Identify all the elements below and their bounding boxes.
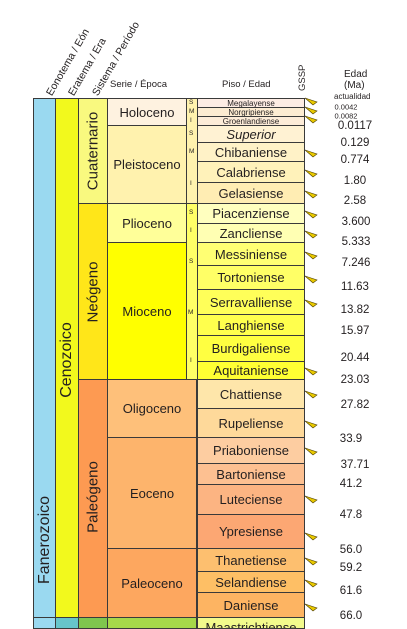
age-label: 37.71 bbox=[340, 459, 370, 471]
mesozoic-eon-cell bbox=[33, 617, 56, 629]
age-label: 13.82 bbox=[340, 304, 370, 316]
age-label: 61.6 bbox=[339, 585, 363, 597]
age-label: 59.2 bbox=[339, 562, 363, 574]
age-label: 20.44 bbox=[340, 352, 370, 364]
series-pleistocene: Pleistoceno bbox=[107, 125, 187, 204]
header-age-unit: (Ma) bbox=[344, 80, 365, 91]
stage-piacenziense: Piacenziense bbox=[197, 203, 305, 224]
header-gssp: GSSP bbox=[297, 64, 308, 91]
header-series: Serie / Época bbox=[110, 79, 168, 90]
age-label: 47.8 bbox=[339, 509, 363, 521]
series-eocene: Eoceno bbox=[107, 437, 197, 549]
age-label: 66.0 bbox=[339, 610, 363, 622]
mark-mio-m: M bbox=[188, 309, 194, 316]
cretaceous-system-cell bbox=[78, 617, 108, 629]
stage-bartoniense: Bartoniense bbox=[197, 463, 305, 485]
age-label: 11.63 bbox=[341, 281, 369, 293]
age-label: 0.0082 bbox=[334, 111, 358, 121]
series-pliocene: Plioceno bbox=[107, 203, 187, 243]
stage-superior: Superior bbox=[197, 125, 305, 143]
stage-langhiense: Langhiense bbox=[197, 314, 305, 336]
stage-ypresiense: Ypresiense bbox=[197, 514, 305, 549]
stage-priaboniense: Priaboniense bbox=[197, 437, 305, 464]
age-label: 41.2 bbox=[339, 478, 363, 490]
stage-daniense: Daniense bbox=[197, 592, 305, 618]
stage-zancliense: Zancliense bbox=[197, 223, 305, 243]
stage-luteciense: Luteciense bbox=[197, 484, 305, 515]
age-label: 0.0117 bbox=[337, 120, 373, 132]
mark-holocene-s: S bbox=[189, 99, 194, 106]
series-holocene: Holoceno bbox=[107, 98, 187, 126]
system-neogene-label: Neógeno bbox=[84, 261, 102, 323]
age-label: 1.80 bbox=[343, 175, 367, 187]
header-age-present: actualidad bbox=[334, 92, 371, 101]
age-label: 33.9 bbox=[339, 433, 363, 445]
age-label: 7.246 bbox=[341, 257, 371, 269]
mark-mio-s: S bbox=[189, 258, 194, 265]
mark-holocene-m: M bbox=[189, 108, 195, 115]
eon-label: Fanerozoico bbox=[36, 495, 53, 585]
stage-messiniense: Messiniense bbox=[197, 242, 305, 266]
era-label: Cenozoico bbox=[58, 322, 75, 398]
mesozoic-era-cell bbox=[55, 617, 79, 629]
stage-gelasiense: Gelasiense bbox=[197, 182, 305, 204]
series-oligocene: Oligoceno bbox=[107, 379, 197, 438]
age-label: 2.58 bbox=[343, 195, 367, 207]
mark-pleist-s: S bbox=[189, 130, 194, 137]
stage-aquitaniense: Aquitaniense bbox=[197, 361, 305, 380]
age-label: 0.774 bbox=[340, 154, 370, 166]
age-label: 27.82 bbox=[340, 399, 370, 411]
mark-mio-i: I bbox=[190, 357, 192, 364]
stage-serravalliense: Serravalliense bbox=[197, 289, 305, 315]
stage-burdigaliense: Burdigaliense bbox=[197, 335, 305, 362]
age-label: 5.333 bbox=[341, 236, 371, 248]
system-quaternary-label: Cuaternario bbox=[84, 111, 102, 191]
series-miocene: Mioceno bbox=[107, 242, 187, 380]
mark-pleist-i: I bbox=[190, 180, 192, 187]
age-label: 3.600 bbox=[341, 216, 371, 228]
age-label: 15.97 bbox=[340, 325, 370, 337]
era-cell bbox=[55, 98, 79, 618]
age-label: 0.0042 bbox=[334, 102, 358, 112]
age-label: 0.129 bbox=[340, 137, 370, 149]
system-neogene-cell bbox=[78, 203, 108, 380]
gssp-spike-icon bbox=[304, 97, 318, 612]
series-paleocene: Paleoceno bbox=[107, 548, 197, 618]
age-label: 23.03 bbox=[340, 374, 370, 386]
header-age-title: Edad bbox=[344, 69, 368, 80]
stage-selandiense: Selandiense bbox=[197, 571, 305, 593]
stage-chibaniense: Chibaniense bbox=[197, 142, 305, 162]
stage-maastrichtiense: Maastrichtiense bbox=[197, 617, 305, 629]
upper-cretaceous-series-cell bbox=[107, 617, 197, 629]
header-stage: Piso / Edad bbox=[222, 79, 271, 90]
age-label: 56.0 bbox=[339, 544, 363, 556]
mark-holocene-i: I bbox=[190, 117, 192, 124]
stage-rupeliense: Rupeliense bbox=[197, 408, 305, 438]
system-paleogene-label: Paleógeno bbox=[84, 461, 102, 533]
mark-pleist-m: M bbox=[189, 148, 195, 155]
mark-plio-i: I bbox=[190, 227, 192, 234]
stage-calabriense: Calabriense bbox=[197, 161, 305, 183]
stage-thanetiense: Thanetiense bbox=[197, 548, 305, 572]
mark-plio-s: S bbox=[189, 209, 194, 216]
stage-chattiense: Chattiense bbox=[197, 379, 305, 409]
stage-tortoniense: Tortoniense bbox=[197, 265, 305, 290]
